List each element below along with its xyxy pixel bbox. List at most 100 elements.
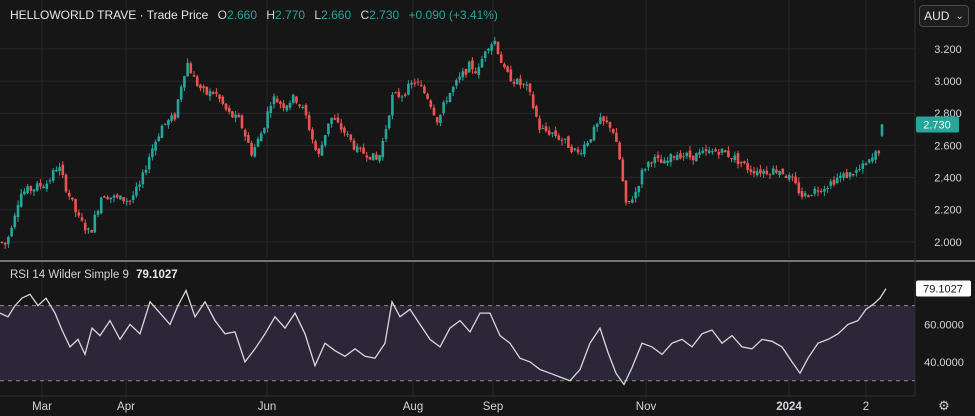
candle-body (362, 147, 365, 154)
candle-body (647, 161, 650, 168)
candle-body (803, 193, 807, 196)
candle-body (144, 170, 148, 173)
gear-icon[interactable]: ⚙ (938, 398, 950, 413)
candle-body (864, 163, 868, 165)
candle-body (125, 200, 129, 202)
candle-body (736, 153, 740, 165)
candle-body (663, 160, 666, 164)
candle-body (781, 168, 785, 175)
candle-body (304, 105, 308, 116)
candle-body (259, 133, 263, 142)
open-value: 2.660 (227, 8, 258, 22)
candle-body (378, 155, 381, 161)
rsi-indicator-name: RSI 14 Wilder Simple 9 (10, 269, 129, 281)
candle-body (115, 194, 119, 198)
candle-body (10, 227, 13, 237)
candle-body (576, 149, 580, 153)
currency-selector[interactable]: AUD ⌄ (919, 5, 969, 27)
candle-body (45, 183, 49, 189)
candle-body (461, 71, 465, 78)
price-axis-tick-label: 2.000 (934, 237, 962, 249)
candle-body (74, 199, 77, 213)
rsi-legend[interactable]: RSI 14 Wilder Simple 9 79.1027 (10, 269, 178, 281)
candle-body (16, 204, 20, 218)
candle-body (269, 105, 273, 113)
candle-body (71, 197, 74, 200)
candle-body (791, 176, 794, 178)
candle-body (26, 186, 29, 194)
candle-body (103, 196, 106, 198)
candle-body (800, 191, 804, 197)
candle-body (109, 197, 113, 200)
candle-body (627, 201, 631, 203)
candle-body (586, 142, 589, 146)
candle-body (845, 172, 849, 179)
candle-body (67, 192, 71, 197)
candle-body (858, 169, 861, 171)
candle-body (7, 236, 10, 245)
candle-body (445, 100, 449, 102)
price-axis-tick-label: 2.600 (934, 140, 962, 152)
candle-body (583, 144, 586, 155)
candle-body (189, 63, 193, 74)
candle-body (688, 150, 692, 158)
candle-body (266, 111, 269, 129)
candle-body (183, 76, 186, 88)
candle-body (106, 197, 109, 200)
candle-body (186, 62, 189, 77)
candle-body (525, 84, 529, 86)
symbol-name[interactable]: HELLOWORLD TRAVE (10, 8, 137, 22)
candle-body (547, 130, 551, 135)
candle-body (371, 153, 375, 161)
candle-body (83, 222, 87, 231)
candle-body (711, 151, 714, 153)
candle-body (503, 64, 506, 68)
candle-body (634, 191, 637, 199)
high-value: 2.770 (275, 8, 306, 22)
candle-body (771, 168, 775, 175)
candle-body (403, 94, 407, 96)
candle-body (499, 54, 503, 63)
candle-body (349, 134, 353, 141)
candle-body (615, 132, 618, 142)
candle-body (135, 186, 138, 196)
rsi-axis-tick-label: 40.0000 (924, 357, 964, 369)
candle-body (727, 150, 730, 158)
rsi-value-tag (916, 280, 971, 297)
rsi-series (0, 288, 887, 386)
candle-body (666, 160, 669, 163)
candle-body (176, 99, 180, 118)
candle-body (823, 188, 826, 192)
time-axis-tick-label: Jun (258, 401, 277, 413)
candle-body (320, 144, 324, 156)
candle-body (55, 169, 58, 172)
candle-body (599, 117, 602, 124)
candle-body (339, 123, 343, 130)
candle-body (595, 123, 599, 127)
candle-body (474, 71, 477, 74)
candle-body (352, 140, 356, 150)
candle-body (813, 188, 817, 194)
candle-body (560, 139, 564, 141)
candle-body (640, 169, 644, 185)
candle-body (407, 83, 410, 95)
candle-body (80, 217, 84, 221)
candle-body (119, 195, 122, 200)
candle-body (173, 113, 177, 120)
rsi-line (0, 288, 887, 386)
candle-body (416, 81, 420, 83)
candle-body (509, 69, 513, 82)
candle-body (365, 155, 369, 158)
candle-body (749, 169, 753, 172)
candle-body (87, 228, 90, 230)
candle-body (381, 141, 385, 158)
low-value: 2.660 (321, 8, 352, 22)
candle-body (778, 170, 781, 176)
candle-body (631, 199, 634, 203)
candle-body (157, 136, 161, 142)
candle-body (394, 92, 397, 94)
candle-body (227, 107, 231, 112)
candle-body (643, 169, 647, 171)
candle-body (387, 115, 391, 129)
